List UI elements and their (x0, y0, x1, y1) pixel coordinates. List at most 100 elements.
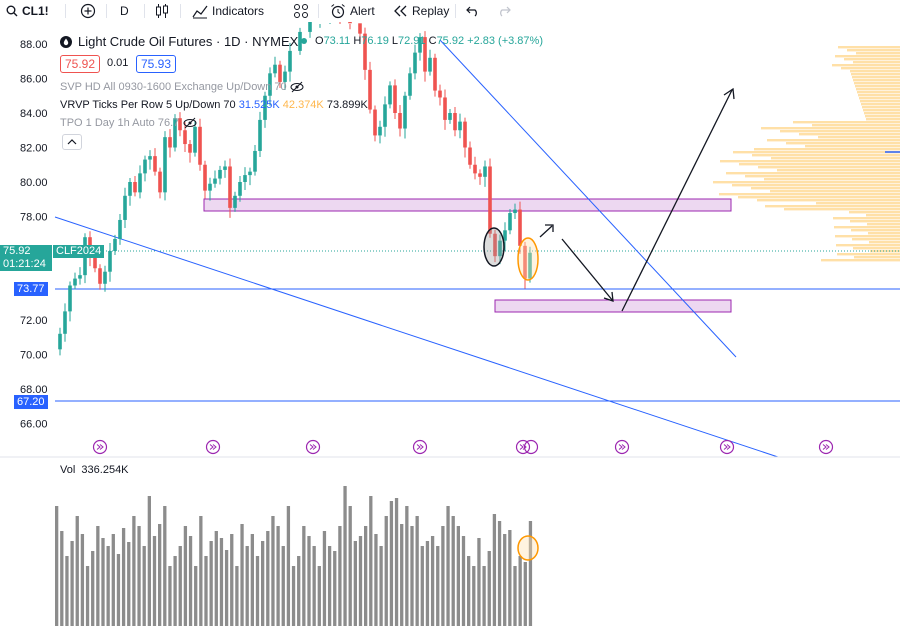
eye-hidden-icon[interactable] (290, 81, 304, 93)
volume-bar (327, 546, 332, 626)
volume-bar (199, 516, 203, 626)
symbol-label: CL1! (22, 4, 49, 18)
event-marker[interactable] (523, 439, 539, 455)
profile-row (854, 82, 900, 85)
highlight-ellipse-black[interactable] (483, 227, 505, 267)
profile-row (862, 106, 900, 109)
volume-bar (183, 526, 188, 626)
grid-icon (294, 4, 308, 18)
candle-body (78, 275, 82, 279)
symbol-search-button[interactable]: CL1! (6, 0, 49, 22)
templates-button[interactable] (293, 0, 309, 22)
volume-bar (250, 534, 254, 626)
candles-icon (156, 4, 168, 18)
low-label: L (391, 35, 399, 47)
volume-bars (55, 486, 533, 626)
collapse-legend-button[interactable] (62, 134, 82, 150)
support-zone[interactable] (494, 299, 732, 313)
volume-bar (482, 566, 486, 626)
candle-body (208, 183, 212, 191)
volume-bar (168, 566, 172, 626)
candle-body (173, 118, 177, 148)
candle-body (398, 113, 402, 129)
price-tick-label: 70.00 (20, 350, 48, 362)
profile-row (837, 253, 900, 256)
candle-body (378, 126, 382, 136)
candle-body (63, 311, 67, 334)
tpo-indicator-legend[interactable]: TPO 1 Day 1h Auto 76.7 (60, 117, 197, 129)
volume-bar (348, 506, 352, 626)
profile-row (866, 118, 900, 121)
profile-row (764, 178, 900, 181)
alert-button[interactable]: Alert (330, 0, 375, 22)
interval-button[interactable]: D (120, 0, 129, 22)
volume-bar (85, 566, 90, 626)
volume-bar (116, 554, 121, 626)
candle-body (473, 164, 477, 174)
resistance-zone[interactable] (203, 198, 732, 212)
volume-bar (75, 516, 79, 626)
profile-row (844, 58, 900, 61)
profile-row (786, 142, 900, 145)
candle-body (518, 209, 522, 246)
replay-button[interactable]: Replay (392, 0, 449, 22)
volume-bar (394, 498, 399, 626)
vrvp-indicator-legend[interactable]: VRVP Ticks Per Row 5 Up/Down 70 31.525K … (60, 99, 368, 111)
price-chart[interactable]: 88.00 86.00 84.00 82.00 80.00 78.00 72.00 70.00… (0, 22, 900, 626)
compare-button[interactable] (80, 0, 96, 22)
volume-highlight-ellipse[interactable] (517, 535, 539, 561)
volume-bar (80, 534, 85, 626)
profile-row (757, 199, 900, 202)
profile-row (869, 241, 900, 244)
volume-bar (343, 486, 347, 626)
indicators-button[interactable]: Indicators (192, 0, 264, 22)
chart-title[interactable]: Light Crude Oil Futures · 1D · NYMEX (60, 34, 298, 49)
buy-price-button[interactable]: 75.93 (136, 55, 177, 73)
undo-button[interactable] (466, 0, 480, 22)
volume-bar (209, 541, 213, 626)
profile-row (856, 52, 900, 55)
eye-hidden-icon[interactable] (183, 117, 197, 129)
profile-row (849, 211, 900, 214)
candle-body (193, 126, 197, 153)
profile-row (812, 124, 900, 127)
candle-body (508, 213, 512, 231)
candle-body (203, 164, 207, 191)
profile-row (777, 169, 900, 172)
price-tick-label: 80.00 (20, 177, 48, 189)
candle-body (113, 238, 117, 251)
chart-type-button[interactable] (155, 0, 169, 22)
candle-body (418, 37, 422, 53)
candle-body (263, 95, 267, 120)
price-tick-label: 68.00 (20, 384, 48, 396)
profile-row (867, 223, 900, 226)
volume-bar (297, 556, 301, 626)
candle-body (168, 137, 172, 148)
redo-button[interactable] (497, 0, 511, 22)
volume-bar (358, 536, 363, 626)
price-tick-label: 72.00 (20, 315, 48, 327)
volume-bar (178, 546, 182, 626)
volume-bar (60, 531, 64, 626)
undo-icon (466, 6, 477, 17)
candle-body (73, 278, 77, 286)
highlight-ellipse-orange[interactable] (517, 237, 539, 281)
candle-body (138, 173, 142, 193)
sell-price-button[interactable]: 75.92 (60, 55, 101, 73)
close-label: C (428, 35, 437, 47)
event-markers[interactable] (92, 439, 834, 455)
contract-tag: CLF2024 (53, 245, 105, 258)
volume-bar (467, 556, 471, 626)
profile-row (784, 208, 900, 211)
candle-body (438, 90, 442, 98)
level-tag-73-77: 73.77 (14, 282, 48, 296)
volume-legend[interactable]: Vol 336.254K (60, 464, 129, 476)
candle-body (163, 137, 167, 193)
descending-trendline-lower[interactable] (54, 216, 779, 458)
candle-body (368, 69, 372, 110)
descending-trendline-upper[interactable] (439, 39, 737, 358)
volume-bar (214, 531, 218, 626)
projection-path[interactable] (539, 87, 735, 312)
change-value: +2.83 (+3.87%) (467, 35, 543, 47)
svp-indicator-legend[interactable]: SVP HD All 0930-1600 Exchange Up/Down 70 (60, 81, 287, 93)
